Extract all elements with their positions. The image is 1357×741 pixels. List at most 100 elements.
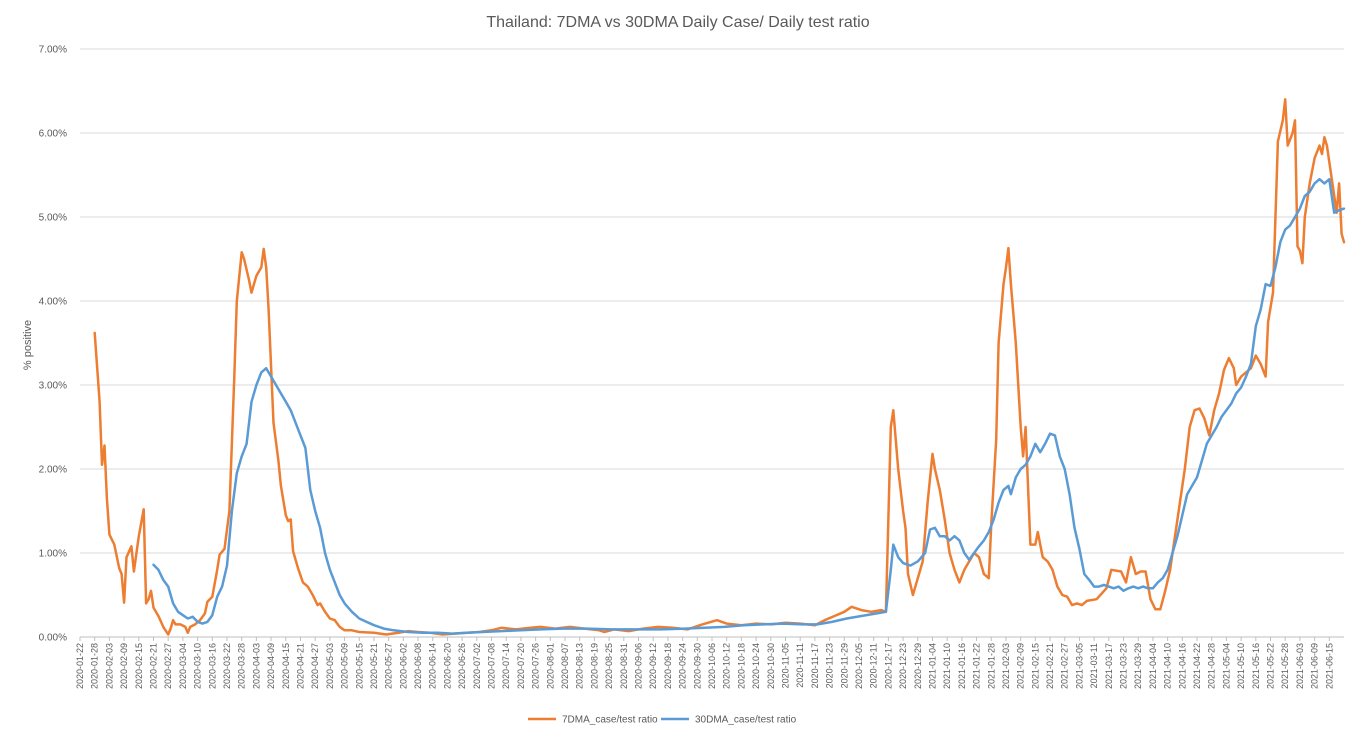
x-tick-label: 2020-08-25 <box>604 643 614 689</box>
x-tick-label: 2020-05-09 <box>340 643 350 689</box>
x-tick-label: 2020-12-23 <box>898 643 908 689</box>
legend-label-30dma: 30DMA_case/test ratio <box>695 715 797 726</box>
x-tick-label: 2020-05-03 <box>325 643 335 689</box>
x-tick-label: 2020-04-03 <box>251 643 261 689</box>
x-tick-label: 2020-11-23 <box>825 643 835 688</box>
x-tick-label: 2020-12-17 <box>883 643 893 689</box>
legend-label-7dma: 7DMA_case/test ratio <box>562 715 658 726</box>
x-tick-label: 2021-06-09 <box>1310 643 1320 689</box>
y-tick-label: 1.00% <box>39 549 67 560</box>
x-tick-label: 2020-11-05 <box>780 643 790 688</box>
x-tick-label: 2020-11-29 <box>839 643 849 688</box>
x-tick-label: 2020-07-14 <box>501 643 511 689</box>
x-tick-label: 2020-06-14 <box>428 643 438 689</box>
x-tick-label: 2020-04-09 <box>266 643 276 689</box>
x-tick-label: 2020-10-24 <box>751 643 761 689</box>
x-tick-label: 2020-03-10 <box>193 643 203 689</box>
x-tick-label: 2021-03-29 <box>1133 643 1143 689</box>
x-tick-label: 2020-09-18 <box>663 643 673 689</box>
x-tick-label: 2020-10-18 <box>736 643 746 689</box>
x-tick-label: 2020-07-02 <box>472 643 482 689</box>
x-tick-label: 2020-06-20 <box>442 643 452 689</box>
x-tick-label: 2021-03-17 <box>1104 643 1114 689</box>
series-line-30dma <box>152 177 1346 635</box>
x-tick-label: 2020-02-21 <box>148 643 158 689</box>
x-tick-label: 2021-05-04 <box>1221 643 1231 689</box>
x-tick-label: 2021-02-15 <box>1030 643 1040 689</box>
x-tick-label: 2021-06-03 <box>1295 643 1305 689</box>
x-tick-label: 2021-03-05 <box>1074 643 1084 689</box>
x-tick-label: 2021-04-16 <box>1177 643 1187 689</box>
x-tick-label: 2021-01-28 <box>986 643 996 689</box>
x-tick-label: 2021-04-04 <box>1148 643 1158 689</box>
y-axis-label: % positive <box>22 320 34 370</box>
x-tick-label: 2020-05-27 <box>384 643 394 689</box>
x-tick-label: 2020-08-07 <box>560 643 570 689</box>
x-tick-label: 2020-04-15 <box>281 643 291 689</box>
x-tick-label: 2020-08-31 <box>619 643 629 689</box>
series-line-7dma <box>93 98 1346 636</box>
x-tick-label: 2021-02-03 <box>1001 643 1011 689</box>
legend: 7DMA_case/test ratio 30DMA_case/test rat… <box>528 715 797 726</box>
x-tick-label: 2020-08-01 <box>545 643 555 689</box>
x-tick-label: 2020-03-04 <box>178 643 188 689</box>
x-tick-label: 2020-03-16 <box>207 643 217 689</box>
x-tick-label: 2020-09-24 <box>678 643 688 689</box>
x-tick-label: 2020-10-30 <box>766 643 776 689</box>
y-tick-label: 2.00% <box>39 465 67 476</box>
y-tick-label: 0.00% <box>39 633 67 644</box>
x-tick-label: 2020-09-30 <box>692 643 702 689</box>
y-tick-label: 5.00% <box>39 213 67 224</box>
y-axis-ticks: 0.00% 1.00% 2.00% 3.00% 4.00% 5.00% 6.00% 7.00% <box>39 45 67 644</box>
x-tick-label: 2021-03-23 <box>1119 643 1129 689</box>
x-tick-label: 2020-05-21 <box>369 643 379 689</box>
y-tick-label: 6.00% <box>39 129 67 140</box>
x-tick-label: 2021-04-22 <box>1192 643 1202 689</box>
x-tick-label: 2020-11-17 <box>810 643 820 688</box>
x-tick-label: 2020-08-19 <box>589 643 599 689</box>
x-tick-label: 2021-02-27 <box>1060 643 1070 689</box>
x-tick-label: 2021-03-11 <box>1089 643 1099 688</box>
x-tick-label: 2020-09-12 <box>648 643 658 689</box>
x-tick-label: 2020-07-20 <box>516 643 526 689</box>
x-tick-label: 2021-04-28 <box>1207 643 1217 689</box>
x-tick-label: 2020-08-13 <box>575 643 585 689</box>
x-tick-label: 2020-10-12 <box>722 643 732 689</box>
x-tick-label: 2021-02-21 <box>1045 643 1055 689</box>
chart-title: Thailand: 7DMA vs 30DMA Daily Case/ Dail… <box>486 14 869 31</box>
y-tick-label: 7.00% <box>39 45 67 56</box>
x-tick-label: 2020-04-21 <box>295 643 305 689</box>
gridlines <box>80 48 1344 638</box>
x-tick-label: 2021-05-16 <box>1251 643 1261 689</box>
x-tick-label: 2020-03-28 <box>237 643 247 689</box>
x-tick-label: 2021-02-09 <box>1016 643 1026 689</box>
x-tick-label: 2020-11-11 <box>795 643 805 688</box>
x-tick-label: 2020-02-15 <box>134 643 144 689</box>
x-tick-label: 2021-05-10 <box>1236 643 1246 689</box>
x-tick-label: 2020-09-06 <box>634 643 644 689</box>
x-tick-label: 2020-03-22 <box>222 643 232 689</box>
y-tick-label: 3.00% <box>39 381 67 392</box>
y-tick-label: 4.00% <box>39 297 67 308</box>
x-tick-label: 2020-07-08 <box>487 643 497 689</box>
x-tick-label: 2020-06-26 <box>457 643 467 689</box>
x-tick-label: 2021-01-10 <box>942 643 952 689</box>
x-tick-label: 2020-07-26 <box>531 643 541 689</box>
x-tick-label: 2020-10-06 <box>707 643 717 689</box>
x-tick-label: 2020-06-02 <box>398 643 408 689</box>
series-lines <box>93 98 1346 636</box>
x-tick-label: 2020-12-11 <box>869 643 879 688</box>
x-tick-label: 2020-02-27 <box>163 643 173 689</box>
x-tick-label: 2020-01-22 <box>75 643 85 689</box>
x-tick-label: 2021-01-16 <box>957 643 967 689</box>
x-axis-ticks: 2020-01-22 2020-01-28 2020-02-03 2020-02-09… <box>75 637 1334 689</box>
x-tick-label: 2021-01-22 <box>972 643 982 689</box>
x-tick-label: 2021-05-28 <box>1280 643 1290 689</box>
x-tick-label: 2020-12-29 <box>913 643 923 689</box>
x-tick-label: 2020-06-08 <box>413 643 423 689</box>
x-tick-label: 2020-12-05 <box>854 643 864 689</box>
x-tick-label: 2021-06-15 <box>1324 643 1334 689</box>
x-tick-label: 2020-02-09 <box>119 643 129 689</box>
x-tick-label: 2020-04-27 <box>310 643 320 689</box>
